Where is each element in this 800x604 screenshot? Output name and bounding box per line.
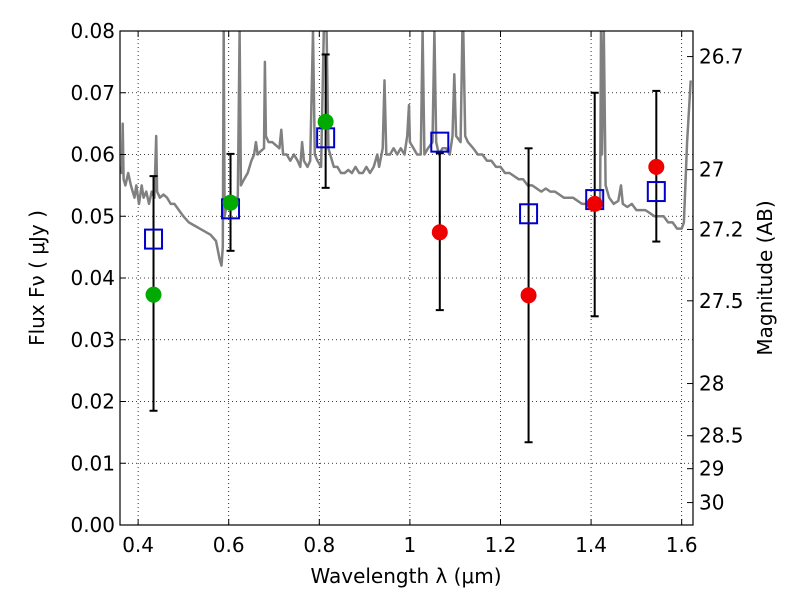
y-tick-label: 0.06 xyxy=(70,143,115,167)
model-layer xyxy=(144,127,666,250)
x-tick-label: 0.4 xyxy=(122,533,154,557)
x-tick-labels: 0.4 0.6 0.8 1 1.2 1.4 1.6 xyxy=(122,533,697,557)
y-tick-label: 0.04 xyxy=(70,266,115,290)
y2-tick-label: 28.5 xyxy=(699,424,744,448)
y2-tick-label: 29 xyxy=(699,457,724,481)
spectrum-line xyxy=(120,31,692,267)
y2-tick-label: 28 xyxy=(699,372,724,396)
y2-tick-label: 27 xyxy=(699,158,724,182)
model-point xyxy=(430,131,450,153)
x-tick-label: 1.2 xyxy=(485,533,517,557)
measurement-point xyxy=(431,224,448,241)
model-point xyxy=(646,181,666,203)
measurement-layer xyxy=(145,113,665,304)
y-tick-label: 0.05 xyxy=(70,204,115,228)
ticks xyxy=(120,30,693,526)
y-axis-label: Flux Fν ( μJy ) xyxy=(25,210,49,346)
x-tick-label: 0.8 xyxy=(303,533,335,557)
x-tick-label: 0.6 xyxy=(213,533,245,557)
y-tick-label: 0.00 xyxy=(70,513,115,537)
y2-tick-label: 27.5 xyxy=(699,289,744,313)
y-tick-label: 0.07 xyxy=(70,81,115,105)
y-tick-label: 0.02 xyxy=(70,390,115,414)
x-tick-label: 1 xyxy=(404,533,417,557)
model-point xyxy=(519,203,539,225)
y2-axis-label: Magnitude (AB) xyxy=(753,200,777,355)
measurement-point xyxy=(222,194,239,211)
measurement-point xyxy=(648,158,665,175)
y-tick-labels: 0.00 0.01 0.02 0.03 0.04 0.05 0.06 0.07 0.08 xyxy=(70,19,115,537)
y2-tick-label: 27.2 xyxy=(699,217,744,241)
measurement-point xyxy=(520,287,537,304)
spectrum-layer xyxy=(120,31,692,267)
model-point xyxy=(144,228,164,250)
measurement-point xyxy=(317,113,334,130)
y-tick-label: 0.03 xyxy=(70,328,115,352)
y-tick-label: 0.08 xyxy=(70,19,115,43)
x-tick-label: 1.6 xyxy=(666,533,698,557)
measurement-point xyxy=(586,195,603,212)
y2-tick-label: 30 xyxy=(699,491,724,515)
y-tick-label: 0.01 xyxy=(70,451,115,475)
x-tick-label: 1.4 xyxy=(575,533,607,557)
measurement-point xyxy=(145,286,162,303)
y2-tick-labels: 26.7 27 27.2 27.5 28 28.5 29 30 xyxy=(699,45,744,515)
y2-tick-label: 26.7 xyxy=(699,45,744,69)
x-axis-label: Wavelength λ (μm) xyxy=(310,564,501,588)
